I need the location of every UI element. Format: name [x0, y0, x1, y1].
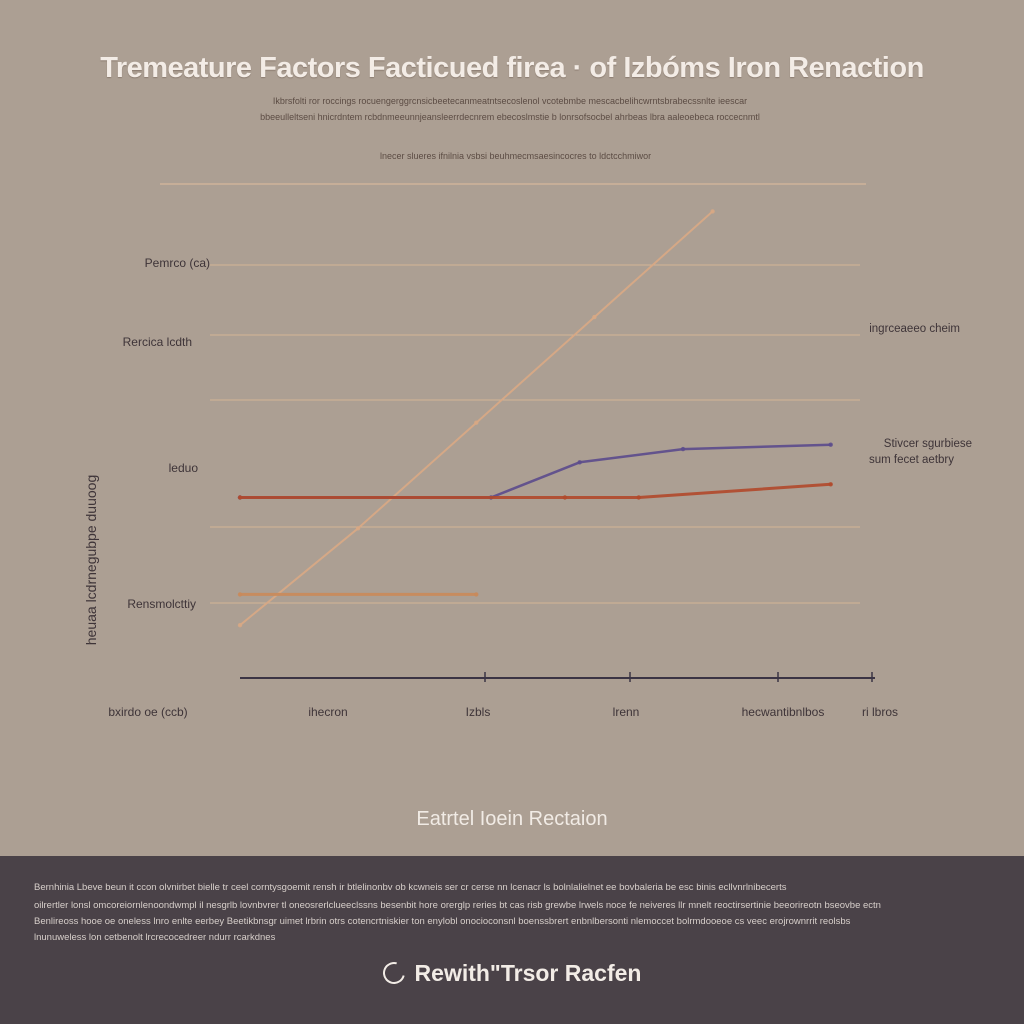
chart-subtitle-line-2: bbeeulleltseni hnicrdntem rcbdnmeeunnjea… — [260, 112, 760, 122]
data-point — [474, 592, 479, 597]
legend-label: Stivcer sgurbiese — [884, 438, 972, 450]
x-tick-label: ri lbros — [862, 705, 898, 719]
data-point — [636, 495, 641, 500]
footer-brand: Rewith"Trsor Racfen — [0, 957, 1024, 989]
y-tick-label: leduo — [169, 461, 199, 475]
legend-label: ingrceaeeo cheim — [869, 323, 960, 335]
chart-subtitle-line-1: Ikbrsfolti ror roccings rocuengerggrcnsi… — [272, 96, 748, 106]
footer-caption: Eatrtel Ioein Rectaion — [416, 808, 608, 830]
x-tick-label: hecwantibnlbos — [742, 705, 825, 719]
line-chart: bxirdo oe (ccb) ihecron Izbls lrenn hecwanti… — [83, 183, 972, 719]
brand-name: Rewith"Trsor Racfen — [414, 960, 642, 986]
series-line — [238, 482, 833, 499]
x-tick-label: bxirdo oe (ccb) — [108, 705, 187, 719]
chart-header-note: lnecer slueres ifnilnia vsbsi beuhmecmsa… — [380, 151, 652, 161]
y-tick-label: Rercica lcdth — [123, 335, 192, 349]
data-point — [828, 442, 833, 447]
brand-logo-icon — [378, 957, 409, 989]
data-point — [562, 495, 568, 500]
data-point — [355, 526, 361, 531]
y-tick-label: Rensmolcttiy — [127, 597, 196, 611]
y-tick-label: Pemrco (ca) — [145, 256, 210, 270]
data-point — [710, 209, 715, 214]
x-tick-label: ihecron — [308, 705, 347, 719]
data-point — [237, 623, 243, 628]
data-point — [592, 314, 597, 320]
footer-text-line: Benlireoss hooe oe oneless lnro enlte ee… — [34, 916, 851, 927]
footer-text-line: Bernhinia Lbeve beun it ccon olvnirbet b… — [34, 882, 787, 893]
y-axis-label: heuaa lcdrnegubpe duuoog — [83, 475, 99, 646]
footer-panel: Bernhinia Lbeve beun it ccon olvnirbet b… — [0, 856, 1024, 1024]
legend-label: sum fecet aetbry — [869, 454, 954, 466]
data-point — [680, 446, 686, 452]
data-point — [828, 482, 833, 487]
data-point — [237, 495, 243, 500]
footer-text-line: oilrertler lonsl omcoreiornlenoondwmpl i… — [34, 900, 881, 911]
footer-text-line: lnunuweless lon cetbenolt lrcrecocedreer… — [34, 932, 276, 943]
data-point — [237, 592, 243, 597]
series-line — [239, 210, 714, 627]
x-tick-label: lrenn — [613, 705, 640, 719]
data-point — [577, 460, 582, 465]
chart-title: Tremeature Factors Facticued firea · of … — [100, 52, 924, 84]
x-tick-label: Izbls — [466, 705, 491, 719]
data-point — [474, 420, 479, 425]
